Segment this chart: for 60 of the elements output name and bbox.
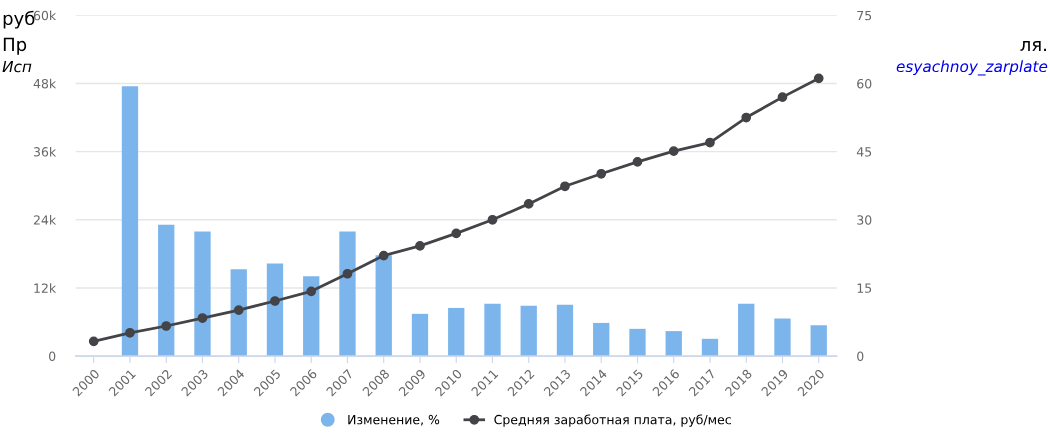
text: руб — [3, 10, 35, 29]
point — [668, 146, 679, 156]
y-tick-label: 60k — [33, 10, 57, 21]
point — [596, 168, 607, 179]
point — [560, 181, 570, 192]
point — [813, 73, 824, 84]
bar — [556, 304, 574, 357]
point — [161, 321, 172, 331]
bar — [629, 328, 646, 357]
y2-tick-label: 45 — [856, 147, 872, 157]
text: Исп — [2, 60, 32, 73]
point — [523, 199, 534, 209]
bar — [121, 86, 139, 357]
point — [741, 112, 752, 123]
legend-label: Изменение, % — [348, 414, 440, 426]
bar — [411, 313, 429, 357]
bar — [593, 322, 610, 357]
y-tick-label: 0 — [49, 351, 56, 362]
bar — [774, 318, 791, 357]
text: ля. — [1020, 41, 1046, 51]
point — [632, 156, 643, 167]
bar — [520, 305, 537, 357]
bar — [665, 331, 682, 357]
bar — [375, 255, 392, 357]
bar — [738, 303, 755, 357]
y-tick-label: 48k — [33, 78, 57, 89]
point — [451, 228, 462, 239]
point — [487, 214, 498, 225]
point — [233, 305, 244, 315]
point — [378, 250, 389, 261]
point — [415, 241, 425, 251]
point — [777, 92, 788, 102]
bar — [339, 231, 356, 357]
point — [88, 336, 99, 347]
text: esyachnoy_zarplate — [896, 60, 1048, 76]
bar — [158, 224, 175, 357]
bar — [194, 231, 211, 357]
point — [197, 313, 208, 323]
bar — [303, 276, 320, 357]
y2-tick-label: 75 — [857, 10, 872, 21]
legend-label: Средняя заработная плата, руб/мес — [494, 414, 731, 427]
point — [705, 137, 715, 148]
bar — [701, 338, 719, 357]
point — [342, 268, 353, 279]
y-tick-label: 12k — [34, 283, 57, 293]
bar — [448, 307, 465, 357]
y-tick-label: 24k — [33, 215, 57, 225]
y2-tick-label: 15 — [857, 283, 872, 293]
bar — [230, 269, 247, 357]
y2-tick-label: 60 — [857, 78, 872, 89]
point — [306, 286, 317, 297]
point — [270, 296, 280, 306]
y2-tick-label: 30 — [857, 215, 872, 225]
bar — [484, 303, 501, 357]
text: Пр — [3, 37, 27, 55]
bar — [810, 325, 827, 357]
y-tick-label: 36k — [33, 146, 57, 157]
point — [125, 327, 135, 338]
bar — [266, 263, 284, 357]
y2-tick-label: 0 — [857, 351, 864, 362]
